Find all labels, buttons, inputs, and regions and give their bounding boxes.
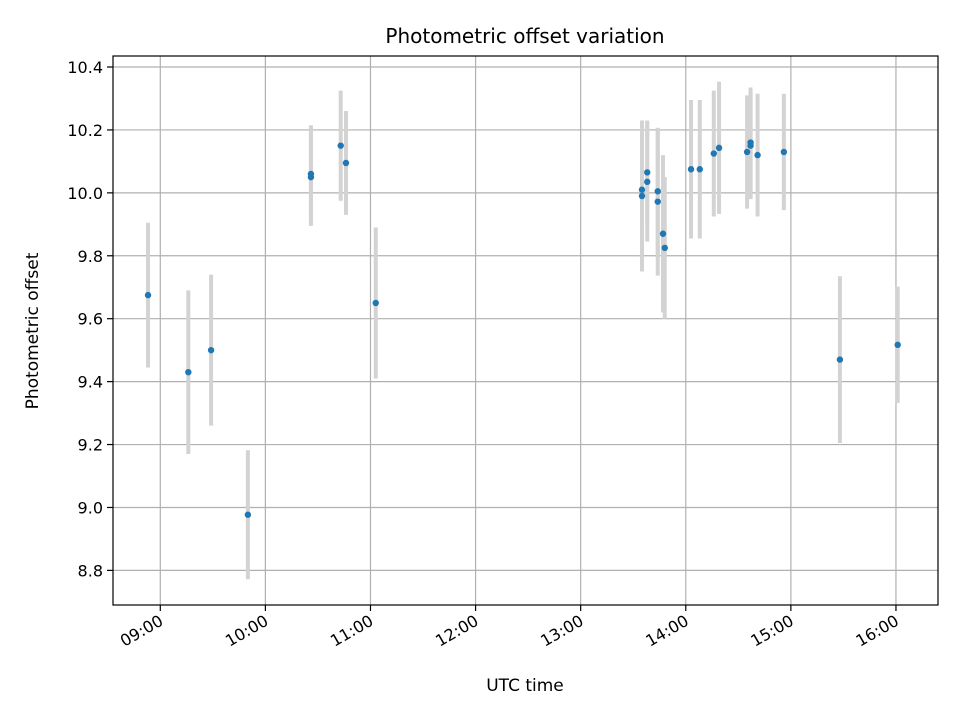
data-point [638, 192, 646, 200]
y-tick-label: 9.4 [78, 373, 103, 392]
data-point [644, 178, 651, 186]
data-point [715, 144, 723, 152]
x-tick-label: 11:00 [327, 611, 376, 651]
y-tick-label: 10.2 [67, 121, 103, 140]
y-tick-label: 10.4 [67, 58, 103, 77]
y-tick-label: 10.0 [67, 184, 103, 203]
data-point [780, 148, 788, 156]
data-point [894, 341, 901, 349]
chart-title: Photometric offset variation [385, 24, 664, 48]
data-point [342, 159, 350, 167]
data-point [654, 188, 661, 195]
data-point [337, 142, 344, 149]
data-point [244, 511, 252, 518]
y-tick-label: 9.6 [78, 310, 103, 329]
y-tick-label: 9.2 [78, 436, 103, 455]
data-point [207, 346, 215, 354]
data-point [654, 198, 661, 205]
data-point [696, 166, 703, 173]
data-point [638, 186, 646, 193]
data-point [754, 151, 761, 159]
x-axis-title: UTC time [486, 676, 564, 696]
data-point [836, 356, 844, 363]
y-axis-title: Photometric offset [23, 252, 43, 409]
data-point [185, 368, 192, 376]
data-point [144, 291, 152, 299]
data-point [644, 169, 651, 176]
plot-frame [112, 55, 939, 606]
data-point [687, 166, 695, 173]
data-point [743, 148, 751, 156]
data-point [307, 173, 315, 181]
error-bars [146, 81, 900, 580]
y-tick-label: 9.0 [78, 498, 103, 517]
x-tick-label: 15:00 [747, 611, 796, 651]
x-tick-label: 10:00 [222, 611, 271, 651]
data-point [372, 299, 379, 307]
y-tick-label: 9.8 [78, 247, 103, 266]
x-tick-label: 14:00 [642, 611, 691, 651]
data-point [659, 230, 667, 237]
data-point [661, 244, 668, 252]
x-tick-label: 13:00 [537, 611, 586, 651]
x-axis-ticks: 09:00 10:00 11:00 12:00 13:00 14:00 15:00 16:00 [117, 605, 902, 651]
y-axis-ticks: 8.8 9.0 9.2 9.4 9.6 9.8 10.0 10.2 10.4 [67, 58, 113, 580]
data-point [710, 150, 717, 157]
x-tick-label: 12:00 [432, 611, 481, 651]
y-tick-label: 8.8 [78, 561, 103, 580]
x-tick-label: 16:00 [853, 611, 902, 651]
x-tick-label: 09:00 [117, 611, 166, 651]
data-point [747, 142, 754, 149]
data-points [144, 139, 901, 518]
grid [113, 56, 938, 605]
